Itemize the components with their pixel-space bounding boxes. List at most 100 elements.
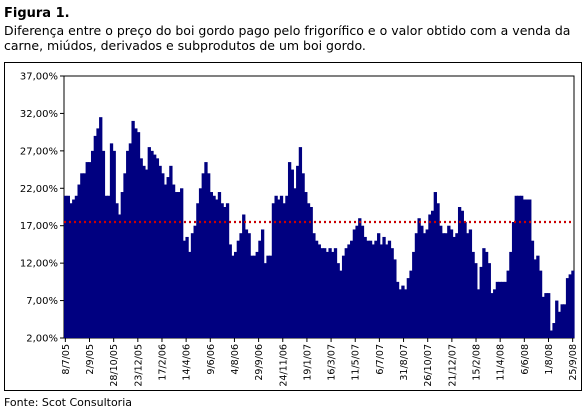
bar <box>126 150 130 338</box>
bar <box>285 195 289 338</box>
bar <box>215 199 219 338</box>
bar <box>541 296 545 338</box>
bar <box>72 199 76 338</box>
y-tick-label: 12,00% <box>20 259 58 270</box>
bar <box>90 150 95 338</box>
bar <box>239 233 243 338</box>
x-tick-label: 14/4/06 <box>182 344 193 381</box>
bar <box>331 251 335 338</box>
bar <box>301 173 305 338</box>
x-tick-label: 9/6/06 <box>206 344 217 375</box>
bar <box>328 248 332 338</box>
x-tick-label: 4/8/06 <box>230 344 241 375</box>
y-tick-label: 17,00% <box>20 221 58 232</box>
x-tick-label: 17/2/06 <box>157 344 168 381</box>
bar <box>136 132 141 338</box>
bar <box>252 255 257 338</box>
bar <box>449 229 454 338</box>
bar <box>242 214 246 338</box>
bar <box>112 150 116 338</box>
bar <box>520 195 524 338</box>
y-tick-label: 7,00% <box>26 296 58 307</box>
bar <box>409 270 413 338</box>
bar <box>131 120 135 338</box>
bar <box>560 304 564 338</box>
bar <box>420 225 424 338</box>
bar <box>117 214 122 338</box>
bar <box>69 203 73 338</box>
bar <box>347 244 351 338</box>
bar <box>123 173 127 338</box>
bar <box>147 147 151 338</box>
bar <box>204 162 208 338</box>
figure-label: Figura 1. <box>4 6 70 21</box>
bar <box>247 233 251 338</box>
bar <box>142 165 146 338</box>
x-tick-label: 19/1/07 <box>302 344 313 381</box>
bar <box>169 165 173 338</box>
bar <box>503 281 508 338</box>
bar <box>182 240 187 338</box>
bar <box>341 255 346 338</box>
bar <box>374 240 378 338</box>
bar <box>201 173 205 338</box>
bar <box>479 266 483 338</box>
bar <box>185 236 189 338</box>
bar <box>433 192 437 338</box>
bar <box>217 192 222 338</box>
bar <box>155 158 160 338</box>
bar <box>444 233 448 338</box>
bar <box>552 323 556 338</box>
bar <box>258 240 262 338</box>
bar <box>536 255 540 338</box>
bar <box>171 184 176 338</box>
bar <box>412 251 416 338</box>
bar <box>290 169 294 338</box>
bar <box>563 304 567 338</box>
bar <box>447 225 451 338</box>
bar <box>271 203 276 338</box>
bar <box>279 195 284 338</box>
bar <box>82 173 87 338</box>
bar <box>382 236 386 338</box>
x-tick-label: 6/6/08 <box>520 344 531 375</box>
bar <box>350 240 354 338</box>
x-tick-label: 16/3/07 <box>327 344 338 381</box>
x-tick-label: 21/12/07 <box>447 344 458 387</box>
bar <box>180 188 184 338</box>
bar <box>525 199 529 338</box>
bar <box>109 143 114 338</box>
bar <box>236 240 240 338</box>
bar <box>441 233 446 338</box>
bar <box>314 240 319 338</box>
bar <box>336 263 340 338</box>
y-tick-label: 32,00% <box>20 109 58 120</box>
bar <box>422 233 427 338</box>
bar <box>360 225 365 338</box>
bar <box>339 270 343 338</box>
bar <box>269 255 273 338</box>
bar <box>398 289 402 338</box>
bar <box>163 184 168 338</box>
x-tick-label: 11/5/07 <box>351 344 362 381</box>
bar <box>85 162 89 338</box>
bar <box>490 293 494 338</box>
bar <box>425 229 429 338</box>
x-tick-label: 26/10/07 <box>423 344 434 387</box>
bar <box>401 285 405 338</box>
bar <box>557 311 562 338</box>
bar <box>428 214 432 338</box>
bar <box>220 203 224 338</box>
bar <box>99 117 103 338</box>
bar <box>77 184 81 338</box>
bar <box>64 195 68 338</box>
bar <box>312 233 316 338</box>
bar <box>538 270 543 338</box>
bar <box>393 259 397 338</box>
x-tick-label: 1/8/08 <box>544 344 555 375</box>
bar <box>188 251 192 338</box>
bar <box>355 225 359 338</box>
figure-caption: Diferença entre o preço do boi gordo pag… <box>4 23 571 53</box>
x-tick-label: 11/4/08 <box>496 344 507 381</box>
bar <box>533 259 537 338</box>
